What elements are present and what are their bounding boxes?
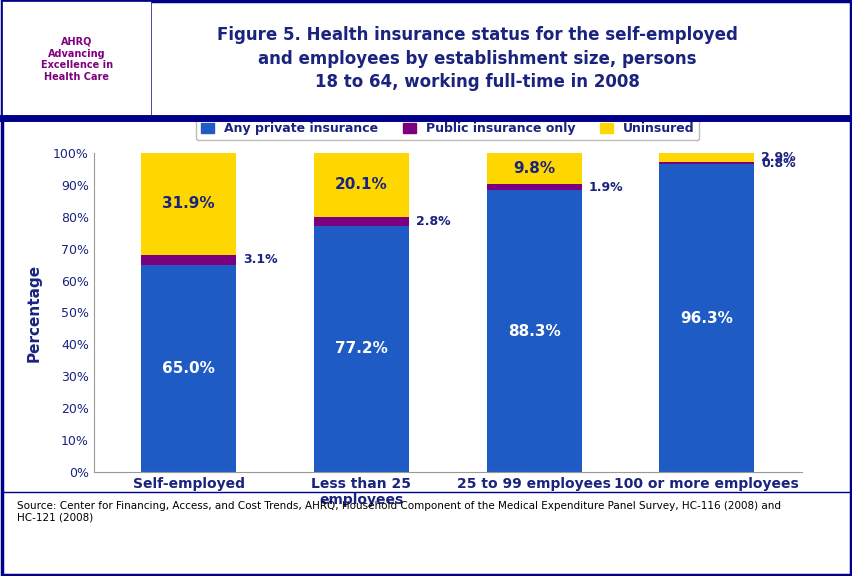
Text: 3.1%: 3.1% <box>243 253 278 266</box>
Text: Source: Center for Financing, Access, and Cost Trends, AHRQ, Household Component: Source: Center for Financing, Access, an… <box>17 501 780 523</box>
Text: 20.1%: 20.1% <box>335 177 388 192</box>
Bar <box>659 162 753 165</box>
Bar <box>314 152 408 217</box>
Bar <box>314 217 408 226</box>
Bar <box>486 190 581 472</box>
Text: 1.9%: 1.9% <box>588 180 623 194</box>
Text: 96.3%: 96.3% <box>680 311 733 326</box>
Text: Figure 5. Health insurance status for the self-employed
and employees by establi: Figure 5. Health insurance status for th… <box>217 26 737 91</box>
Text: 88.3%: 88.3% <box>507 324 560 339</box>
Text: 65.0%: 65.0% <box>162 361 215 376</box>
Text: AHRQ
Advancing
Excellence in
Health Care: AHRQ Advancing Excellence in Health Care <box>41 37 112 82</box>
Legend: Any private insurance, Public insurance only, Uninsured: Any private insurance, Public insurance … <box>196 118 699 141</box>
Text: 9.8%: 9.8% <box>513 161 555 176</box>
Bar <box>141 153 236 255</box>
Text: 31.9%: 31.9% <box>162 196 215 211</box>
Bar <box>486 184 581 190</box>
Bar <box>141 264 236 472</box>
Text: 0.8%: 0.8% <box>760 157 795 170</box>
Bar <box>659 153 753 162</box>
Bar <box>486 153 581 184</box>
Y-axis label: Percentage: Percentage <box>27 263 42 362</box>
Text: 2.8%: 2.8% <box>416 214 450 228</box>
Text: 2.9%: 2.9% <box>760 151 795 164</box>
Text: 77.2%: 77.2% <box>335 342 388 357</box>
Bar <box>141 255 236 264</box>
Bar <box>659 165 753 472</box>
Bar <box>314 226 408 472</box>
